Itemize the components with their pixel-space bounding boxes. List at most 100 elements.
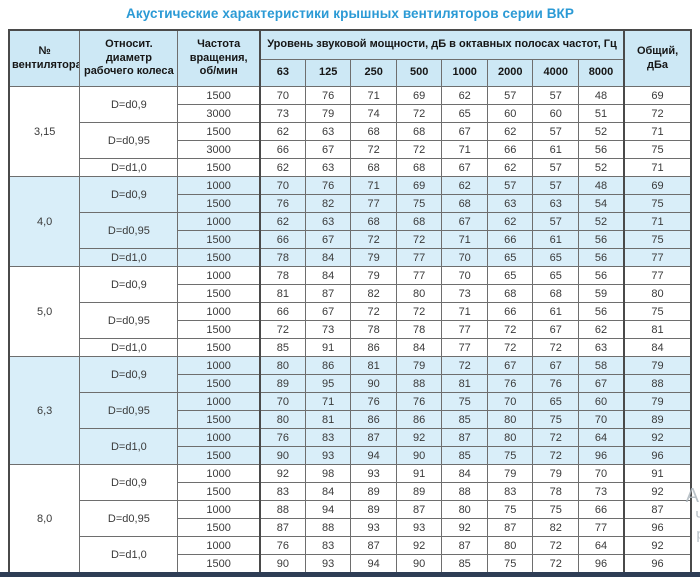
fan-number-cell: 8,0 [8,464,81,574]
fan-number-cell: 5,0 [8,266,81,357]
page-title: Акустические характеристики крышных вент… [125,6,574,21]
spl-value-cell: 83 [304,536,352,555]
freq-header-8000: 8000 [577,59,625,87]
diameter-cell: D=d1,0 [79,248,179,267]
spl-value-cell: 90 [258,554,306,574]
table-row: 1500 89 95 90 88 81 76 76 67 88 [9,374,692,393]
spl-value-cell: 84 [304,266,352,285]
spl-value-cell: 79 [350,248,397,267]
table-row: D=d0,95 1500 62 63 68 68 67 62 57 52 71 [9,122,692,159]
spl-value-cell: 66 [577,500,625,519]
diameter-cell: D=d0,9 [79,176,179,213]
spl-value-cell: 61 [532,230,579,249]
watermark-fragment: ра [696,526,700,543]
spl-value-cell: 62 [441,86,488,105]
spl-value-cell: 65 [532,392,579,411]
table-row: 4,0 D=d0,9 1000 70 76 71 69 62 57 57 48 69 [8,176,692,267]
spl-value-cell: 91 [304,338,352,357]
spl-value-cell: 68 [486,284,534,303]
spl-value-cell: 78 [258,266,306,285]
diameter-cell: D=d0,9 [79,356,179,393]
spl-value-cell: 80 [486,410,534,429]
spl-value-cell: 57 [486,86,534,105]
freq-header-500: 500 [395,59,443,87]
spl-value-cell: 62 [486,212,534,231]
spl-value-cell: 66 [486,140,534,159]
spl-value-cell: 69 [395,86,443,105]
total-value-cell: 69 [623,86,692,105]
table-row: 3,15 D=d0,9 1500 70 76 71 69 62 57 57 48 69 [8,86,692,177]
spl-value-cell: 73 [441,284,488,303]
table-row: D=d1,0 1500 62 63 68 68 67 62 57 52 71 [9,158,692,177]
spl-value-cell: 72 [532,554,579,574]
spl-value-cell: 62 [577,320,625,339]
total-value-cell: 71 [623,122,692,141]
speed-cell: 1000 [177,392,261,411]
spl-value-cell: 84 [304,482,352,501]
spl-value-cell: 54 [577,194,625,213]
table-row: 1500 81 87 82 80 73 68 68 59 80 [9,284,692,303]
spl-value-cell: 87 [304,284,352,303]
total-value-cell: 91 [623,464,692,483]
spl-value-cell: 72 [532,446,579,465]
spl-value-cell: 83 [486,482,534,501]
total-value-cell: 77 [623,248,692,267]
spl-value-cell: 75 [395,194,443,213]
spl-value-cell: 79 [486,464,534,483]
table-row: 1500 66 67 72 72 71 66 61 56 75 [9,230,692,249]
spl-value-cell: 87 [350,428,397,447]
speed-cell: 1500 [177,338,261,357]
spl-value-cell: 79 [304,104,352,123]
spl-value-cell: 84 [304,248,352,267]
spl-value-cell: 75 [532,410,579,429]
spl-value-cell: 76 [532,374,579,393]
spl-value-cell: 68 [350,212,397,231]
spl-value-cell: 77 [395,248,443,267]
spl-value-cell: 84 [395,338,443,357]
table-row: 1500 83 84 89 89 88 83 78 73 92 [9,482,692,501]
spl-value-cell: 70 [486,392,534,411]
spl-value-cell: 57 [486,176,534,195]
speed-cell: 1500 [177,374,261,393]
total-value-cell: 92 [623,428,692,447]
spl-value-cell: 78 [532,482,579,501]
diameter-cell: D=d1,0 [79,338,179,357]
col-header-spl-group: Уровень звуковой мощности, дБ в октавных… [258,29,625,60]
spl-value-cell: 61 [532,302,579,321]
diameter-cell: D=d0,9 [79,86,179,123]
total-value-cell: 81 [623,320,692,339]
speed-cell: 1500 [177,482,261,501]
diameter-cell: D=d1,0 [79,158,179,177]
table-row: D=d0,95 1000 66 67 72 72 71 66 61 56 75 [9,302,692,339]
freq-header-2000: 2000 [486,59,534,87]
spl-value-cell: 93 [304,554,352,574]
diameter-cell: D=d0,9 [79,266,179,303]
spl-value-cell: 85 [441,410,488,429]
spl-value-cell: 75 [532,500,579,519]
spl-value-cell: 76 [486,374,534,393]
spl-value-cell: 87 [486,518,534,537]
spl-value-cell: 88 [304,518,352,537]
spl-value-cell: 57 [532,176,579,195]
spl-value-cell: 72 [532,536,579,555]
spl-value-cell: 87 [350,536,397,555]
spl-value-cell: 77 [350,194,397,213]
total-value-cell: 89 [623,410,692,429]
spl-value-cell: 73 [258,104,306,123]
spl-value-cell: 66 [486,302,534,321]
spl-value-cell: 84 [441,464,488,483]
total-value-cell: 80 [623,284,692,303]
diameter-cell: D=d0,95 [79,392,179,429]
speed-cell: 1500 [177,518,261,537]
spl-value-cell: 82 [532,518,579,537]
speed-cell: 1500 [177,86,261,105]
spl-value-cell: 70 [577,410,625,429]
spl-value-cell: 88 [258,500,306,519]
spl-value-cell: 57 [532,86,579,105]
spl-value-cell: 75 [486,446,534,465]
freq-header-250: 250 [350,59,397,87]
header-row-frequencies: 63 125 250 500 1000 2000 4000 8000 [9,59,691,87]
spl-value-cell: 80 [258,410,306,429]
freq-header-125: 125 [304,59,352,87]
spl-value-cell: 78 [395,320,443,339]
